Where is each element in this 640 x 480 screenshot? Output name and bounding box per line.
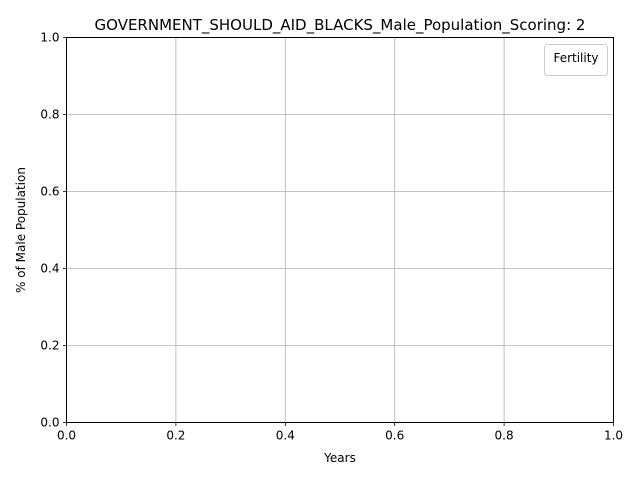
x-axis-label: Years	[323, 451, 356, 465]
y-tick-label: 0.2	[40, 339, 59, 353]
x-axis-ticks: 0.0 0.2 0.4 0.6 0.8 1.0	[57, 422, 623, 443]
y-axis-ticks: 0.0 0.2 0.4 0.6 0.8 1.0	[40, 31, 67, 430]
y-tick-label: 0.6	[40, 185, 59, 199]
legend-box	[544, 44, 608, 76]
y-axis-label: % of Male Population	[14, 167, 28, 293]
legend-title: Fertility	[553, 51, 598, 65]
chart-title: GOVERNMENT_SHOULD_AID_BLACKS_Male_Popula…	[95, 16, 586, 35]
x-tick-label: 0.6	[385, 429, 404, 443]
plot-area-frame	[66, 37, 614, 423]
x-tick-label: 1.0	[604, 429, 623, 443]
y-tick-label: 0.0	[40, 416, 59, 430]
x-tick-label: 0.8	[495, 429, 514, 443]
y-tick-label: 0.8	[40, 108, 59, 122]
legend: Fertility	[544, 44, 608, 76]
x-tick-label: 0.2	[166, 429, 185, 443]
x-tick-label: 0.4	[276, 429, 295, 443]
grid-lines	[66, 37, 614, 423]
y-tick-label: 1.0	[40, 31, 59, 45]
y-tick-label: 0.4	[40, 262, 59, 276]
x-tick-label: 0.0	[57, 429, 76, 443]
